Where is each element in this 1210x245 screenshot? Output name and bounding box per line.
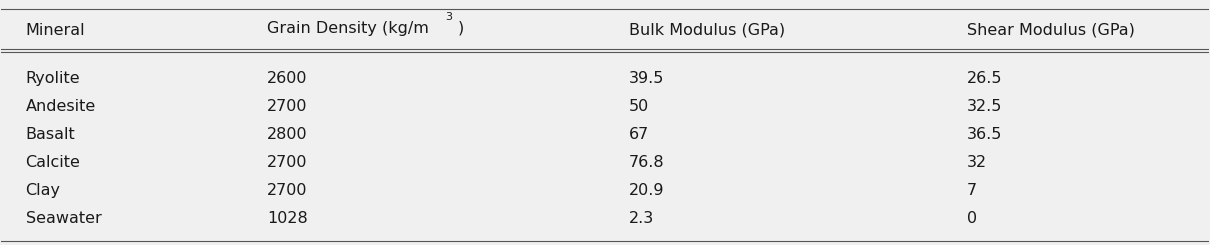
Text: 7: 7 [967,183,978,198]
Text: 76.8: 76.8 [629,155,664,170]
Text: Ryolite: Ryolite [25,71,80,86]
Text: 50: 50 [629,99,650,114]
Text: Shear Modulus (GPa): Shear Modulus (GPa) [967,23,1135,38]
Text: 20.9: 20.9 [629,183,664,198]
Text: 2700: 2700 [267,155,307,170]
Text: 2.3: 2.3 [629,211,655,226]
Text: Andesite: Andesite [25,99,96,114]
Text: 67: 67 [629,127,650,142]
Text: 2700: 2700 [267,183,307,198]
Text: 1028: 1028 [267,211,307,226]
Text: 36.5: 36.5 [967,127,1003,142]
Text: 2600: 2600 [267,71,307,86]
Text: 32.5: 32.5 [967,99,1003,114]
Text: ): ) [457,21,463,36]
Text: Mineral: Mineral [25,23,85,38]
Text: Calcite: Calcite [25,155,80,170]
Text: Basalt: Basalt [25,127,75,142]
Text: Grain Density (kg/m: Grain Density (kg/m [267,21,428,36]
Text: Clay: Clay [25,183,60,198]
Text: Seawater: Seawater [25,211,102,226]
Text: 2800: 2800 [267,127,307,142]
Text: 26.5: 26.5 [967,71,1003,86]
Text: Bulk Modulus (GPa): Bulk Modulus (GPa) [629,23,785,38]
Text: 3: 3 [445,12,453,22]
Text: 2700: 2700 [267,99,307,114]
Text: 0: 0 [967,211,978,226]
Text: 39.5: 39.5 [629,71,664,86]
Text: 32: 32 [967,155,987,170]
